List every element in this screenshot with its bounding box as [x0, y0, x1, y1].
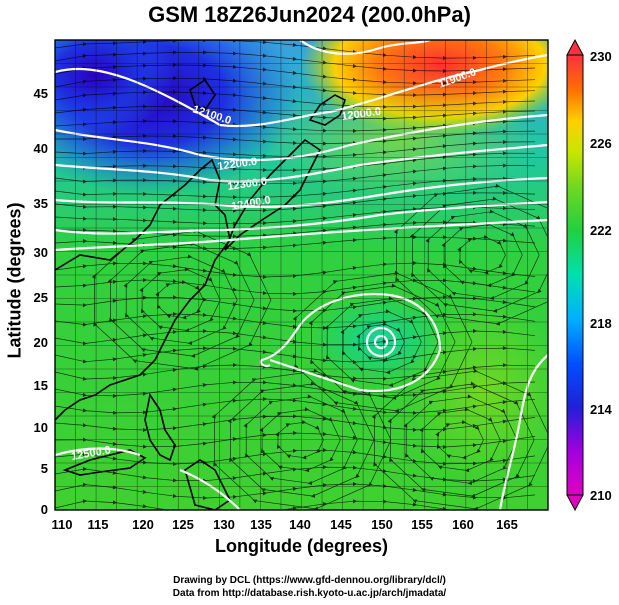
streamline: [55, 104, 536, 121]
x-tick-label: 125: [172, 517, 194, 532]
x-tick-label: 135: [250, 517, 272, 532]
x-tick-label: 155: [411, 517, 433, 532]
colorbar-tick: 226: [590, 136, 612, 151]
x-tick-label: 150: [371, 517, 393, 532]
streamline: [55, 345, 536, 365]
x-tick-label: 115: [88, 517, 109, 532]
streamline: [55, 260, 536, 280]
plot-frame: [54, 39, 549, 511]
coastlines: [55, 78, 346, 510]
credit-drawing: Drawing by DCL (https://www.gfd-dennou.o…: [173, 575, 446, 586]
y-tick-label: 0: [41, 502, 48, 517]
colorbar-max-arrow: [566, 38, 584, 56]
streamline: [55, 499, 508, 510]
streamline: [393, 183, 548, 326]
x-tick-label: 140: [289, 517, 311, 532]
y-tick-label: 10: [34, 420, 48, 435]
colorbar: 210 214 218 222 226 230: [566, 38, 612, 512]
y-tick-label: 35: [34, 196, 48, 211]
streamline: [55, 311, 536, 331]
y-tick-label: 15: [34, 378, 48, 393]
y-tick-label: 45: [34, 86, 48, 101]
x-tick-label: 165: [496, 517, 518, 532]
streamline: [55, 465, 536, 484]
y-axis-label: Latitude (degrees): [4, 202, 25, 359]
streamline: [55, 328, 536, 347]
streamline: [55, 380, 536, 399]
y-tick-label: 5: [41, 461, 48, 476]
y-tick-label: 40: [34, 141, 48, 156]
x-axis-label: Longitude (degrees): [214, 536, 388, 556]
contour-label: 12000.0: [341, 106, 382, 123]
chart-title: GSM 18Z26Jun2024 (200.0hPa): [148, 2, 471, 27]
y-tick-label: 25: [34, 290, 48, 305]
colorbar-tick: 222: [590, 223, 612, 238]
streamline: [55, 277, 536, 297]
streamline: [55, 481, 536, 501]
x-tick-label: 160: [452, 517, 474, 532]
streamline: [55, 362, 536, 381]
streamline: [55, 396, 536, 416]
colorbar-tick: 230: [590, 49, 612, 64]
y-tick-label: 20: [34, 335, 48, 350]
contours: [55, 40, 548, 510]
colorbar-min-arrow: [566, 494, 584, 512]
x-axis: 110 115 120 125 130 135 140 145 150 155 …: [52, 517, 518, 532]
streamline: [55, 448, 536, 467]
contour-label: 12200.0: [217, 156, 258, 173]
credit-data: Data from http://database.rish.kyoto-u.a…: [172, 588, 447, 599]
streamline: [55, 430, 536, 450]
colorbar-tick: 214: [590, 402, 612, 417]
y-axis: 0 5 10 15 20 25 30 35 40 45: [34, 86, 48, 517]
contour-label: 12300.0: [227, 176, 268, 193]
x-tick-label: 110: [52, 517, 73, 532]
x-tick-label: 145: [330, 517, 352, 532]
graticule: [54, 39, 549, 511]
y-tick-label: 30: [34, 245, 48, 260]
x-tick-label: 120: [132, 517, 154, 532]
colorbar-tick: 218: [590, 316, 612, 331]
colorbar-tick: 210: [590, 488, 612, 503]
temperature-field: 12100.0 11900.0 12000.0 12200.0 12300.0 …: [55, 40, 548, 510]
x-tick-label: 130: [213, 517, 235, 532]
